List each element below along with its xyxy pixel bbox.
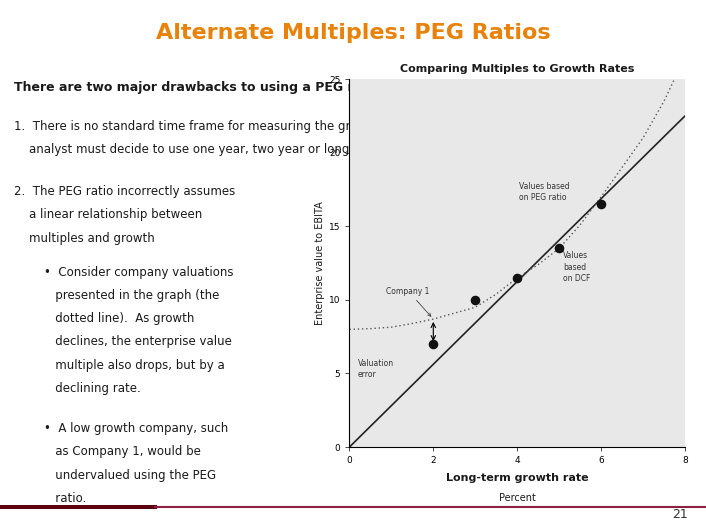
Text: a linear relationship between: a linear relationship between (14, 208, 203, 222)
Text: There are two major drawbacks to using a PEG ratio:: There are two major drawbacks to using a… (14, 81, 385, 95)
Text: Company 1: Company 1 (386, 287, 431, 316)
Text: 1.  There is no standard time frame for measuring the growth in profits.  The va: 1. There is no standard time frame for m… (14, 120, 527, 133)
Text: Alternate Multiples: PEG Ratios: Alternate Multiples: PEG Ratios (156, 23, 550, 43)
Text: ratio.: ratio. (14, 492, 86, 505)
Text: 21: 21 (673, 508, 688, 521)
Point (554, 244, 565, 253)
Text: analyst must decide to use one year, two year or long term growth.: analyst must decide to use one year, two… (14, 143, 430, 156)
Text: undervalued using the PEG: undervalued using the PEG (14, 469, 216, 482)
Text: presented in the graph (the: presented in the graph (the (14, 289, 220, 302)
Text: declining rate.: declining rate. (14, 382, 141, 395)
Text: declines, the enterprise value: declines, the enterprise value (14, 335, 232, 349)
Text: as Company 1, would be: as Company 1, would be (14, 445, 201, 459)
Text: Percent: Percent (499, 493, 536, 503)
Title: Comparing Multiples to Growth Rates: Comparing Multiples to Growth Rates (400, 65, 634, 75)
Point (511, 273, 522, 282)
Text: 2.  The PEG ratio incorrectly assumes: 2. The PEG ratio incorrectly assumes (14, 185, 235, 198)
Text: •  A low growth company, such: • A low growth company, such (14, 422, 228, 435)
Text: multiples and growth: multiples and growth (14, 232, 155, 245)
Point (428, 340, 439, 348)
Text: Long-term growth rate: Long-term growth rate (446, 473, 589, 484)
Point (469, 296, 481, 304)
Text: multiple also drops, but by a: multiple also drops, but by a (14, 359, 225, 372)
Text: Valuation
error: Valuation error (358, 359, 394, 379)
Text: Values
based
on DCF: Values based on DCF (563, 251, 591, 282)
Text: dotted line).  As growth: dotted line). As growth (14, 312, 194, 325)
Text: Values based
on PEG ratio: Values based on PEG ratio (519, 183, 570, 203)
Y-axis label: Enterprise value to EBITA: Enterprise value to EBITA (315, 202, 325, 325)
Point (595, 200, 606, 208)
Text: •  Consider company valuations: • Consider company valuations (14, 266, 234, 279)
